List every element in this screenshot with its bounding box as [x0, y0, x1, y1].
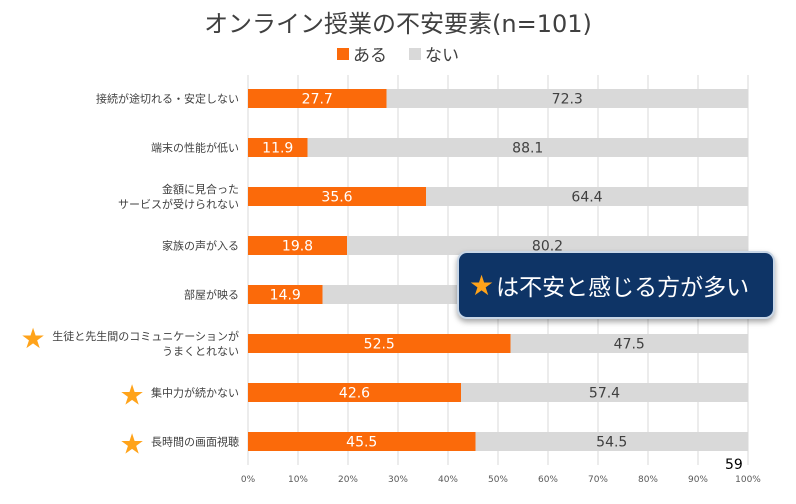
- data-label: 35.6: [321, 190, 352, 206]
- legend-label-aru: ある: [353, 46, 387, 66]
- data-label: 27.7: [302, 92, 333, 108]
- bar-aru: [248, 334, 511, 353]
- bar-nai: [386, 89, 748, 108]
- x-tick-label: 60%: [538, 475, 558, 485]
- category-label: 生徒と先生間のコミュニケーションがうまくとれない: [52, 329, 239, 358]
- category-label: 長時間の画面視聴: [151, 435, 239, 449]
- chart-title: オンライン授業の不安要素(n=101): [204, 10, 592, 38]
- data-label: 72.3: [552, 92, 583, 108]
- x-tick-label: 20%: [338, 475, 358, 485]
- x-tick-label: 90%: [688, 475, 708, 485]
- legend: ある ない: [0, 41, 796, 66]
- category-label: 部屋が映る: [184, 288, 239, 302]
- data-label: 47.5: [614, 337, 645, 353]
- callout-box: ★ は不安と感じる方が多い: [457, 251, 775, 319]
- data-label: 80.2: [532, 239, 563, 255]
- data-label: 88.1: [512, 141, 543, 157]
- x-tick-label: 70%: [588, 475, 608, 485]
- x-tick-label: 50%: [488, 475, 508, 485]
- data-label: 54.5: [596, 435, 627, 451]
- data-label: 14.9: [270, 288, 301, 304]
- legend-item-nai: ない: [409, 41, 459, 66]
- bar-aru: [248, 138, 308, 157]
- legend-swatch-nai: [409, 47, 421, 60]
- data-label: 52.5: [364, 337, 395, 353]
- data-label: 45.5: [346, 435, 377, 451]
- bar-aru: [248, 285, 323, 304]
- bar-nai: [426, 187, 748, 206]
- page-number: 59: [725, 457, 743, 473]
- legend-label-nai: ない: [425, 46, 459, 66]
- legend-swatch-aru: [337, 47, 349, 60]
- bar-nai: [347, 236, 748, 255]
- bar-nai: [510, 334, 748, 353]
- bar-aru: [248, 89, 387, 108]
- data-label: 57.4: [589, 386, 620, 402]
- category-label: 金額に見合ったサービスが受けられない: [118, 182, 239, 211]
- category-label: 家族の声が入る: [162, 239, 239, 253]
- star-icon: ★: [119, 379, 144, 412]
- legend-item-aru: ある: [337, 41, 387, 66]
- data-label: 19.8: [282, 239, 313, 255]
- bar-aru: [248, 187, 426, 206]
- data-label: 11.9: [262, 141, 293, 157]
- x-tick-label: 40%: [438, 475, 458, 485]
- x-tick-label: 30%: [388, 475, 408, 485]
- category-label: 端末の性能が低い: [151, 141, 239, 155]
- category-label: 集中力が続かない: [151, 386, 239, 400]
- data-label: 64.4: [571, 190, 602, 206]
- bar-nai: [307, 138, 748, 157]
- bar-nai: [461, 383, 748, 402]
- star-icon: ★: [20, 322, 45, 355]
- star-icon: ★: [119, 428, 144, 461]
- star-icon: ★: [469, 268, 495, 302]
- x-tick-label: 100%: [735, 475, 761, 485]
- x-tick-label: 10%: [288, 475, 308, 485]
- bar-aru: [248, 383, 461, 402]
- x-tick-label: 80%: [638, 475, 658, 485]
- bar-aru: [248, 432, 476, 451]
- data-label: 42.6: [339, 386, 370, 402]
- x-tick-label: 0%: [241, 475, 256, 485]
- callout-text: は不安と感じる方が多い: [496, 275, 750, 301]
- bar-nai: [475, 432, 748, 451]
- category-label: 接続が途切れる・安定しない: [96, 92, 239, 106]
- bar-aru: [248, 236, 347, 255]
